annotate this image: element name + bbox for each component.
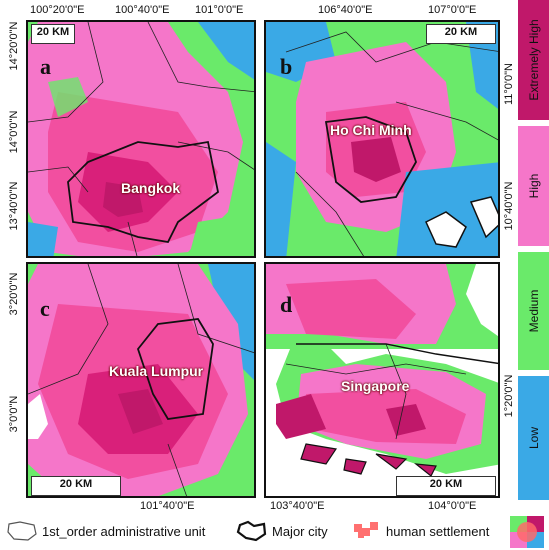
panel-letter-c: c: [40, 296, 50, 321]
scale-bar-label: 20 KM: [444, 26, 478, 38]
legend-label: High: [526, 173, 541, 199]
legend-major-city-label: Major city: [272, 524, 328, 539]
tick-label-top-a-1: 100°20'0"E: [30, 4, 85, 16]
legend-high: High: [518, 126, 549, 246]
legend-extremely-high: Extremely High: [518, 0, 549, 120]
tick-label-right-d-1: 1°20'0"N: [503, 374, 515, 418]
admin-unit-icon: [7, 521, 37, 541]
map-panel-a: a Bangkok 20 KM: [26, 20, 256, 258]
tick-label-top-a-2: 100°40'0"E: [115, 4, 170, 16]
scale-bar-d: 20 KM: [396, 476, 496, 496]
scale-bar-label: 20 KM: [59, 478, 93, 490]
legend-medium: Medium: [518, 252, 549, 370]
legend-swatch: [518, 0, 549, 120]
scale-bar-label: 20 KM: [429, 478, 463, 490]
legend-low: Low: [518, 376, 549, 500]
scale-bar-label: 20 KM: [36, 26, 70, 38]
legend-label: Low: [526, 426, 541, 450]
legend-label: Medium: [526, 289, 541, 333]
city-label-ho-chi-minh: Ho Chi Minh: [330, 122, 412, 138]
legend-swatch: [518, 252, 549, 370]
tick-label-bottom-d-2: 104°0'0"E: [428, 500, 477, 512]
map-panel-d: d Singapore 20 KM: [264, 262, 500, 498]
tick-label-top-a-3: 101°0'0"E: [195, 4, 244, 16]
city-label-bangkok: Bangkok: [121, 180, 181, 196]
legend-human-settlement-label: human settlement: [386, 524, 490, 539]
tick-label-left-a-2: 14°0'0"N: [8, 110, 20, 154]
panel-letter-d: d: [280, 292, 293, 317]
legend-label: Extremely High: [526, 19, 541, 101]
panel-letter-b: b: [280, 54, 293, 79]
scale-bar-a: 20 KM: [31, 24, 75, 44]
legend-swatch: [518, 126, 549, 246]
composite-legend-icon: [510, 516, 544, 548]
map-panel-c: c Kuala Lumpur 20 KM: [26, 262, 256, 498]
tick-label-right-b-1: 11°0'0"N: [503, 63, 515, 106]
scale-bar-c: 20 KM: [31, 476, 121, 496]
tick-label-top-b-1: 106°40'0"E: [318, 4, 373, 16]
tick-label-bottom-c-1: 101°40'0"E: [140, 500, 195, 512]
tick-label-bottom-d-1: 103°40'0"E: [270, 500, 325, 512]
panel-letter-a: a: [40, 54, 51, 79]
major-city-icon: [236, 520, 267, 542]
city-label-kuala-lumpur: Kuala Lumpur: [109, 363, 204, 379]
map-legend: 1st_order administrative unit Major city…: [0, 514, 549, 550]
human-settlement-icon: [354, 522, 378, 538]
legend-admin-unit-label: 1st_order administrative unit: [42, 524, 206, 539]
scale-bar-b: 20 KM: [426, 24, 496, 44]
tick-label-left-a-3: 13°40'0"N: [8, 181, 20, 231]
tick-label-right-b-2: 10°40'0"N: [503, 181, 515, 231]
tick-label-left-c-2: 3°0'0"N: [8, 395, 20, 433]
map-panel-b: b Ho Chi Minh 20 KM: [264, 20, 500, 258]
tick-label-top-b-2: 107°0'0"E: [428, 4, 477, 16]
legend-swatch: [518, 376, 549, 500]
tick-label-left-a-1: 14°20'0"N: [8, 21, 20, 71]
city-label-singapore: Singapore: [341, 378, 410, 394]
tick-label-left-c-1: 3°20'0"N: [8, 272, 20, 316]
